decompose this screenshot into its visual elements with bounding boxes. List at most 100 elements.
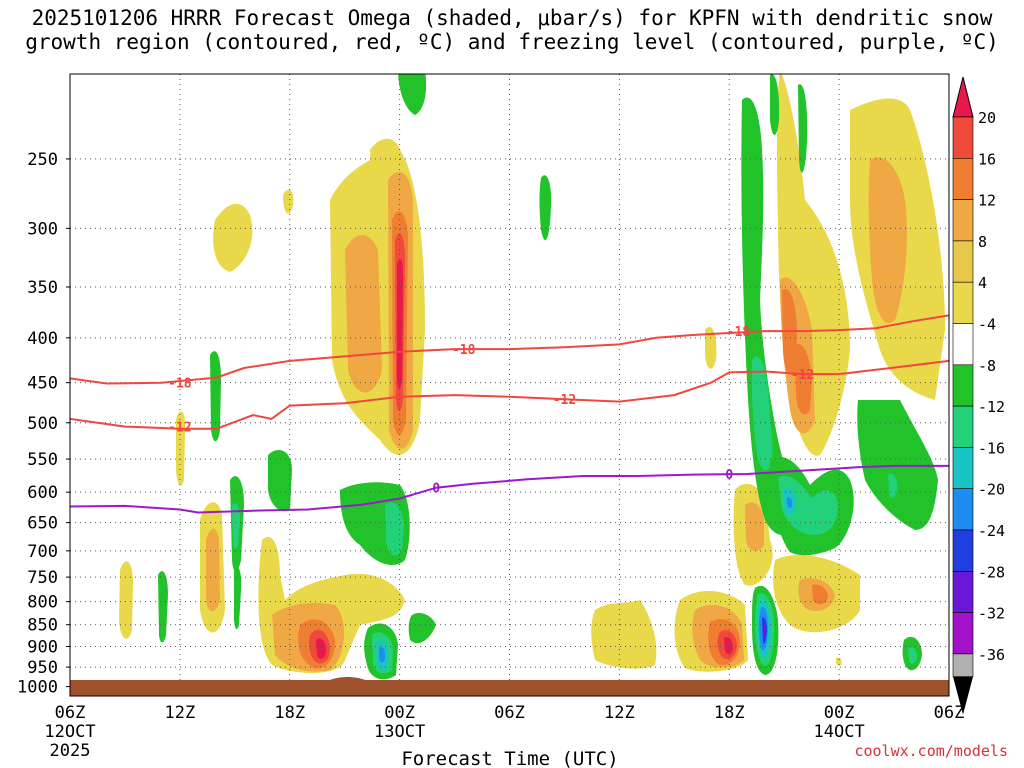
plot-frame — [69, 73, 950, 697]
colorbar-segment — [952, 529, 974, 572]
x-axis-label: Forecast Time (UTC) — [401, 748, 618, 768]
title-line-1: 2025101206 HRRR Forecast Omega (shaded, … — [31, 6, 993, 30]
omega-positive-area — [213, 203, 253, 272]
colorbar-label: 4 — [978, 274, 987, 292]
contour-line--12 — [70, 359, 949, 430]
colorbar-segment — [952, 405, 974, 448]
contour-label-0: 0 — [432, 482, 440, 497]
omega-negative-area — [751, 356, 773, 471]
chart-title: 2025101206 HRRR Forecast Omega (shaded, … — [0, 6, 1024, 54]
contour-line-0 — [70, 464, 949, 514]
colorbar-label: -36 — [978, 646, 1005, 664]
colorbar-label: -16 — [978, 439, 1005, 457]
contour-label--18: -18 — [452, 343, 476, 358]
colorbar-label: -12 — [978, 398, 1005, 416]
contour-label--12: -12 — [791, 368, 814, 383]
y-tick-label: 600 — [27, 483, 58, 503]
x-tick-label: 12Z — [604, 703, 635, 723]
x-tick-label: 00Z — [824, 703, 855, 723]
x-tick-label: 00Z — [384, 703, 415, 723]
omega-negative-area — [770, 74, 780, 135]
colorbar-segment — [952, 116, 974, 159]
colorbar-segment — [952, 570, 974, 613]
colorbar-label: 16 — [978, 150, 996, 168]
ground-terrain — [330, 677, 365, 680]
colorbar-bottom-arrow — [953, 676, 973, 715]
x-tick-label: 14OCT — [814, 722, 865, 742]
y-tick-label: 850 — [27, 616, 58, 636]
omega-negative-area — [408, 613, 436, 644]
omega-positive-area — [745, 502, 764, 552]
x-tick-label: 12OCT — [44, 722, 95, 742]
omega-negative-area — [908, 647, 917, 664]
contour-label--18: -18 — [168, 377, 192, 392]
y-tick-label: 1000 — [17, 678, 58, 698]
x-tick-label: 06Z — [55, 703, 86, 723]
colorbar-label: 12 — [978, 192, 996, 210]
omega-negative-area — [234, 566, 242, 630]
y-tick-label: 550 — [27, 450, 58, 470]
colorbar: 20 16 12 8 4 -4 -8 -12 -16 -20 -24 -28 -32 -36 — [952, 76, 1005, 715]
omega-positive-area — [724, 637, 733, 655]
omega-negative-area — [232, 503, 240, 550]
colorbar-segment — [952, 447, 974, 489]
x-tick-label: 06Z — [934, 703, 965, 723]
omega-negative-area — [379, 647, 386, 663]
omega-positive-area — [283, 189, 294, 214]
y-tick-label: 400 — [27, 329, 58, 349]
omega-negative-area — [787, 497, 793, 509]
colorbar-label: -4 — [978, 316, 996, 334]
omega-positive-area — [345, 235, 382, 393]
title-line-2: growth region (contoured, red, ºC) and f… — [25, 30, 999, 54]
credit-text: coolwx.com/models — [854, 742, 1008, 760]
colorbar-label: -28 — [978, 563, 1005, 581]
colorbar-segment — [952, 653, 974, 677]
omega-positive-area — [795, 344, 812, 415]
omega-positive-area — [591, 600, 657, 669]
omega-positive-area — [868, 157, 907, 324]
axes: 2503003504004505005506006507007508008509… — [17, 150, 964, 768]
x-tick-label: 2025 — [50, 741, 91, 761]
colorbar-segment — [952, 281, 974, 324]
colorbar-label: -8 — [978, 357, 996, 375]
contour-label-0: 0 — [725, 468, 733, 483]
colorbar-segment — [952, 488, 974, 531]
omega-negative-area — [798, 84, 808, 173]
y-tick-label: 650 — [27, 514, 58, 534]
colorbar-segment — [952, 364, 974, 407]
y-tick-label: 350 — [27, 278, 58, 298]
omega-negative-area — [210, 351, 221, 442]
x-tick-label: 18Z — [714, 703, 745, 723]
colorbar-segment — [952, 240, 974, 283]
colorbar-segment — [952, 612, 974, 655]
contour-label--12: -12 — [168, 421, 191, 436]
contour-line--18 — [70, 314, 949, 385]
y-tick-label: 500 — [27, 414, 58, 434]
omega-positive-area — [206, 528, 220, 612]
x-tick-label: 13OCT — [374, 722, 425, 742]
ground-terrain — [70, 680, 949, 696]
omega-positive-area — [705, 326, 717, 369]
omega-positive-area — [316, 638, 326, 659]
x-tick-label: 18Z — [274, 703, 305, 723]
colorbar-label: 8 — [978, 233, 987, 251]
omega-negative-area — [158, 571, 168, 643]
omega-positive-area — [812, 584, 828, 605]
y-tick-label: 300 — [27, 219, 58, 239]
contour-label--12: -12 — [553, 393, 576, 408]
colorbar-label: -20 — [978, 481, 1005, 499]
y-tick-label: 700 — [27, 542, 58, 562]
omega-negative-area — [763, 625, 766, 639]
colorbar-top-arrow — [952, 76, 974, 118]
y-tick-label: 450 — [27, 374, 58, 394]
omega-negative-area — [398, 74, 427, 115]
temperature-contours: -18 -18 -18 -12 -12 -12 0 0 — [70, 314, 949, 514]
colorbar-label: 20 — [978, 109, 996, 127]
x-tick-label: 12Z — [165, 703, 196, 723]
colorbar-segment — [952, 323, 974, 366]
colorbar-segment — [952, 199, 974, 242]
omega-negative-area — [268, 450, 292, 512]
omega-positive-area — [119, 561, 133, 639]
x-tick-label: 06Z — [494, 703, 525, 723]
colorbar-segment — [952, 158, 974, 200]
